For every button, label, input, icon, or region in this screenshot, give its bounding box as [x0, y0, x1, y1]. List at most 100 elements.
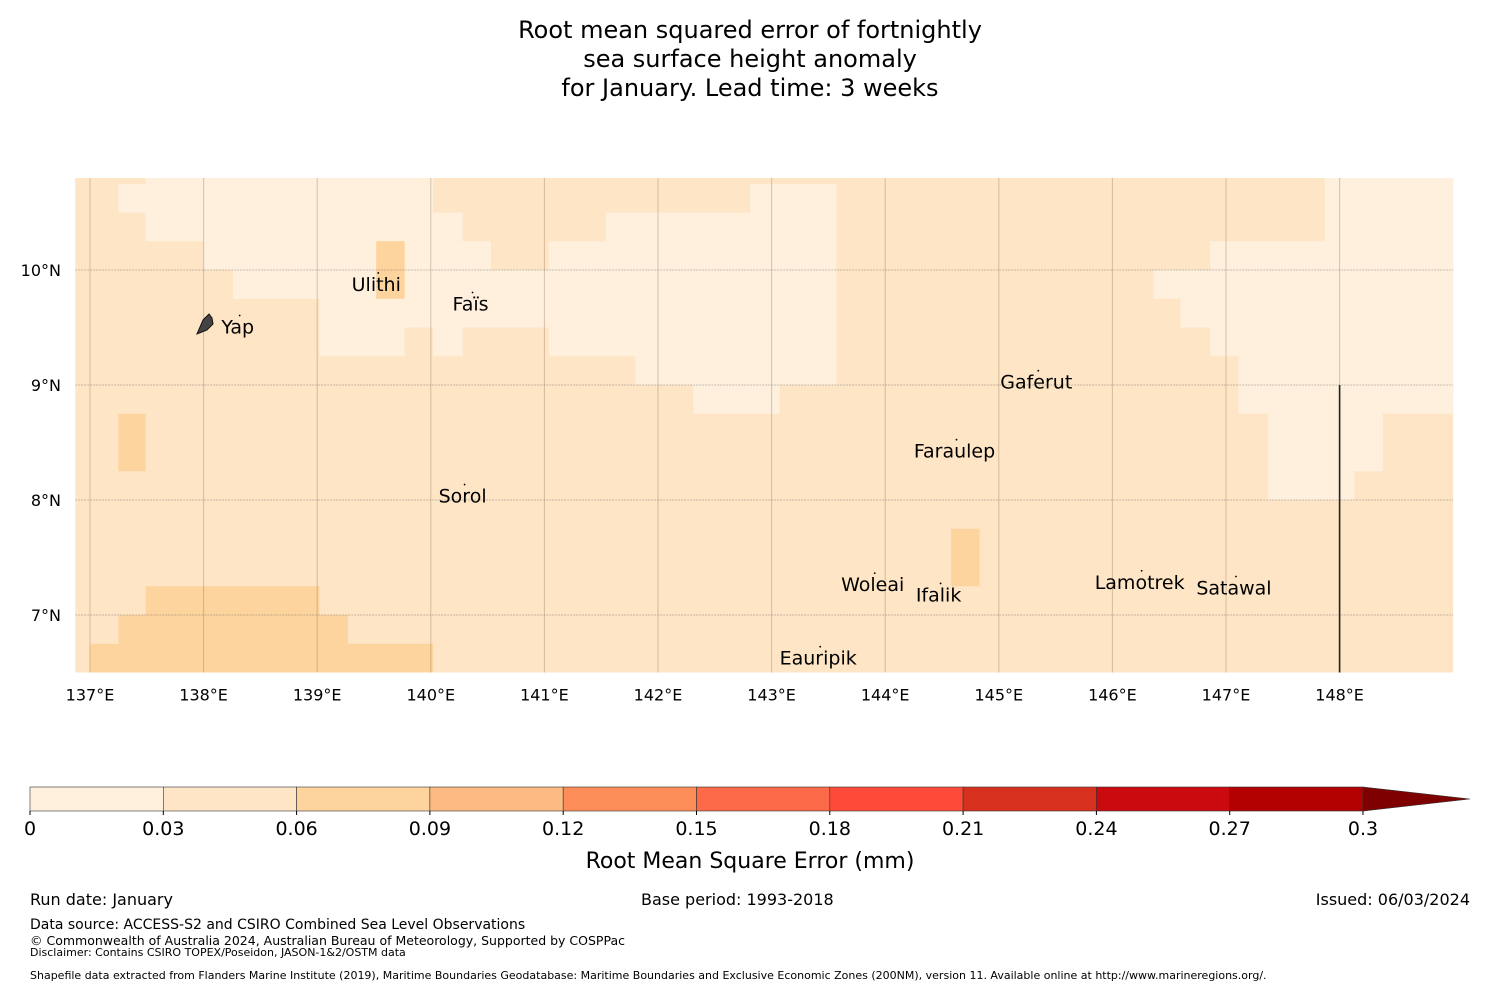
run-date: Run date: January — [30, 890, 173, 909]
colorbar-tick-label: 0.21 — [942, 818, 984, 840]
y-tick-label: 7°N — [31, 606, 61, 625]
colorbar-segment — [1229, 786, 1364, 812]
place-label: Faïs — [453, 294, 489, 316]
x-tick-label: 148°E — [1315, 686, 1364, 705]
atoll-marker — [873, 572, 876, 574]
place-label: Satawal — [1196, 578, 1271, 600]
place-label: Eauripik — [780, 648, 857, 670]
place-label: Ifalik — [916, 584, 962, 606]
heatmap-cell — [750, 183, 837, 213]
atoll-marker — [463, 483, 466, 486]
heatmap-cell — [118, 183, 434, 213]
place-label: Faraulep — [914, 441, 995, 463]
colorbar-tick-label: 0.12 — [542, 818, 584, 840]
atoll-marker — [955, 438, 958, 441]
x-tick-label: 147°E — [1202, 686, 1251, 705]
colorbar-segment — [1096, 786, 1231, 812]
place-label: Woleai — [841, 574, 904, 596]
heatmap-cell — [376, 241, 405, 299]
heatmap-cell — [548, 241, 837, 270]
colorbar-extend-arrow — [1362, 786, 1471, 812]
colorbar-tick-label: 0.15 — [675, 818, 717, 840]
atoll-marker — [238, 314, 241, 317]
colorbar-tick-label: 0.27 — [1209, 818, 1251, 840]
map-title: Root mean squared error of fortnightly s… — [0, 16, 1500, 103]
x-tick-label: 143°E — [747, 686, 796, 705]
heatmap-cell — [1324, 178, 1454, 242]
title-line-3: for January. Lead time: 3 weeks — [561, 74, 939, 102]
place-label: Lamotrek — [1095, 572, 1185, 594]
heatmap-cell — [145, 212, 463, 242]
x-tick-label: 139°E — [293, 686, 342, 705]
x-tick-label: 140°E — [406, 686, 455, 705]
atoll-marker — [939, 582, 942, 585]
colorbar-segment — [829, 786, 964, 812]
title-line-1: Root mean squared error of fortnightly — [518, 16, 982, 44]
atoll-marker — [1235, 575, 1237, 578]
heatmap-cell — [90, 643, 434, 673]
heatmap-cell — [635, 356, 837, 385]
colorbar-segment — [163, 786, 297, 812]
heatmap-cell — [1268, 471, 1355, 500]
colorbar-label: Root Mean Square Error (mm) — [586, 849, 915, 874]
atoll-marker — [377, 272, 380, 274]
x-tick-label: 138°E — [179, 686, 228, 705]
atoll-marker — [819, 645, 822, 648]
y-tick-label: 10°N — [21, 261, 61, 280]
place-label: Yap — [220, 317, 254, 339]
heatmap-cell — [145, 178, 434, 184]
colorbar-tick-label: 0 — [24, 818, 36, 840]
heatmap-cell — [404, 241, 492, 270]
x-tick-label: 137°E — [66, 686, 115, 705]
x-tick-label: 141°E — [520, 686, 569, 705]
title-line-2: sea surface height anomaly — [583, 45, 917, 73]
heatmap-cell — [203, 241, 377, 270]
atoll-marker — [1140, 569, 1143, 572]
atoll-marker — [1037, 369, 1040, 372]
heatmap-cell — [1268, 413, 1383, 472]
colorbar-segment — [429, 786, 564, 812]
colorbar-segment — [962, 786, 1097, 812]
heatmap-cell — [548, 327, 837, 357]
heatmap-cell — [118, 413, 146, 472]
colorbar-tick-label: 0.18 — [809, 818, 851, 840]
place-label: Gaferut — [1000, 372, 1072, 394]
heatmap-cell — [1153, 270, 1454, 299]
heatmap-cell — [233, 270, 377, 299]
heatmap-cell — [1180, 298, 1454, 328]
shapefile-credit: Shapefile data extracted from Flanders M… — [30, 969, 1267, 982]
heatmap-cell — [951, 528, 980, 587]
heatmap-cell — [319, 298, 837, 328]
colorbar-tick-label: 0.3 — [1348, 818, 1378, 840]
colorbar-tick-label: 0.06 — [275, 818, 317, 840]
heatmap-cell — [404, 270, 837, 299]
colorbar-segment — [562, 786, 697, 812]
x-tick-label: 145°E — [974, 686, 1023, 705]
issued-date: Issued: 06/03/2024 — [1315, 890, 1470, 909]
atoll-marker — [471, 291, 474, 294]
colorbar-segment — [696, 786, 831, 812]
heatmap-cell — [1238, 356, 1454, 414]
heatmap-cell — [118, 615, 348, 644]
y-tick-label: 9°N — [31, 376, 61, 395]
x-tick-label: 142°E — [634, 686, 683, 705]
colorbar-segment — [29, 786, 164, 812]
colorbar-segment — [296, 786, 431, 812]
y-tick-label: 8°N — [31, 491, 61, 510]
heatmap-cell — [319, 327, 405, 357]
place-label: Ulithi — [352, 274, 401, 296]
yap-island-icon — [196, 313, 214, 335]
heatmap-cell — [433, 327, 463, 357]
place-label: Sorol — [439, 486, 487, 508]
data-source: Data source: ACCESS-S2 and CSIRO Combine… — [30, 917, 526, 933]
heatmap-cell — [693, 385, 780, 414]
heatmap-cell — [1210, 327, 1454, 357]
copyright: © Commonwealth of Australia 2024, Austra… — [30, 933, 625, 948]
heatmap-cell — [605, 212, 837, 242]
x-tick-label: 144°E — [861, 686, 910, 705]
disclaimer: Disclaimer: Contains CSIRO TOPEX/Poseido… — [30, 946, 406, 959]
colorbar-tick-label: 0.09 — [409, 818, 451, 840]
base-period: Base period: 1993-2018 — [641, 890, 834, 909]
heatmap-cell — [145, 586, 320, 615]
